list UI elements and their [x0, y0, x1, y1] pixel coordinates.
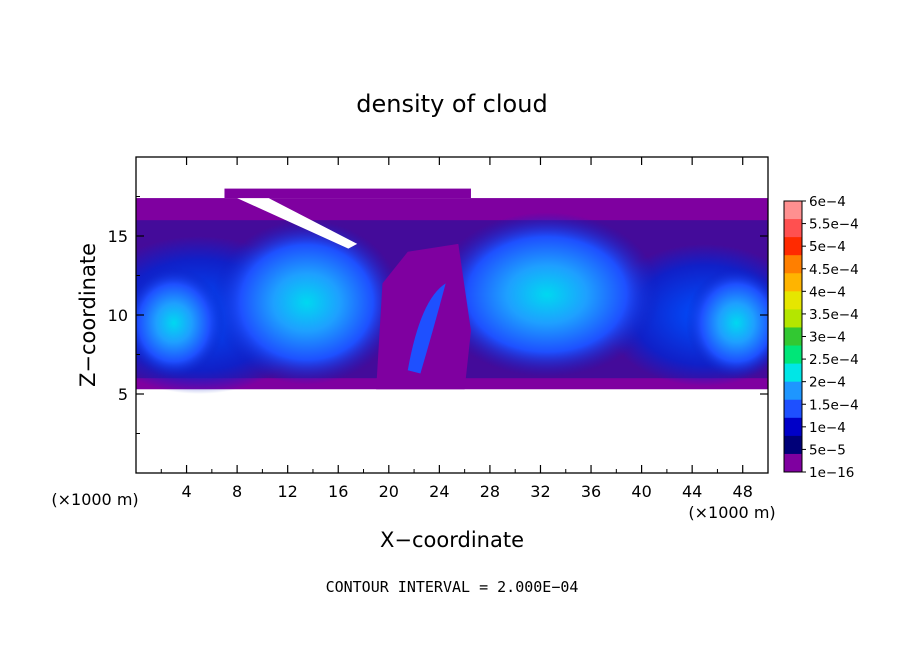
x-tick-label: 40: [631, 482, 651, 501]
colorbar-swatch: [784, 291, 802, 310]
colorbar-swatch: [784, 435, 802, 455]
plot-field: [136, 157, 768, 473]
colorbar-label: 6e−4: [809, 194, 846, 210]
cloud-cell: [433, 212, 661, 377]
contour-interval-footer: CONTOUR INTERVAL = 2.000E−04: [326, 578, 579, 596]
colorbar-label: 5e−5: [809, 442, 846, 458]
y-tick-label: 15: [108, 227, 128, 246]
x-tick-label: 24: [429, 482, 449, 501]
cloud-cell: [136, 267, 225, 379]
colorbar-label: 1.5e−4: [809, 397, 859, 413]
x-tick-label: 32: [530, 482, 550, 501]
colorbar-label: 3e−4: [809, 330, 846, 346]
colorbar-label: 4e−4: [809, 284, 846, 300]
colorbar-swatch: [784, 201, 802, 220]
colorbar-label: 4.5e−4: [809, 262, 859, 278]
x-tick-label: 20: [379, 482, 399, 501]
y-tick-label: 10: [108, 306, 128, 325]
x-tick-label: 44: [682, 482, 702, 501]
colorbar: 6e−4 5.5e−4 5e−4 4.5e−4 4e−4 3.5e−4 3e−4 2.5e−4…: [783, 194, 859, 481]
colorbar-label: 2e−4: [809, 375, 846, 391]
colorbar-swatch: [784, 327, 802, 347]
downdraft-streak: [407, 283, 446, 374]
cloud-fringe: [224, 188, 471, 199]
x-axis-unit-right: (×1000 m): [688, 503, 775, 522]
cloud-cell: [685, 267, 768, 379]
colorbar-label: 1e−16: [809, 465, 854, 481]
y-axis-label: Z−coordinate: [76, 243, 100, 387]
colorbar-label: 3.5e−4: [809, 307, 859, 323]
colorbar-swatch: [784, 255, 802, 274]
x-axis-ticks: 4 8 12 16 20 24 28 32 36 40 44 48: [160, 157, 753, 501]
colorbar-swatch: [784, 237, 802, 256]
colorbar-swatch: [784, 363, 802, 383]
colorbar-swatch: [784, 345, 802, 365]
x-tick-label: 16: [328, 482, 348, 501]
colorbar-swatch: [784, 453, 802, 473]
colorbar-swatch: [784, 417, 802, 437]
clear-streak: [237, 198, 358, 249]
x-axis-unit-left: (×1000 m): [51, 490, 138, 509]
colorbar-label: 1e−4: [809, 420, 846, 436]
colorbar-swatch: [784, 381, 802, 401]
x-tick-label: 48: [733, 482, 753, 501]
x-tick-label: 28: [480, 482, 500, 501]
colorbar-label: 5.5e−4: [809, 217, 859, 233]
y-axis-ticks: 5 10 15: [108, 196, 768, 434]
colorbar-swatch: [784, 399, 802, 419]
colorbar-swatch: [784, 309, 802, 328]
x-tick-label: 4: [181, 482, 191, 501]
x-tick-label: 12: [278, 482, 298, 501]
x-tick-label: 36: [581, 482, 601, 501]
y-tick-label: 5: [118, 385, 128, 404]
chart-title: density of cloud: [356, 90, 547, 118]
colorbar-label: 2.5e−4: [809, 352, 859, 368]
colorbar-swatch: [784, 273, 802, 292]
colorbar-label: 5e−4: [809, 239, 846, 255]
x-axis-label: X−coordinate: [380, 528, 524, 552]
cloud-cell: [211, 220, 402, 385]
x-tick-label: 8: [232, 482, 242, 501]
colorbar-swatch: [784, 219, 802, 238]
